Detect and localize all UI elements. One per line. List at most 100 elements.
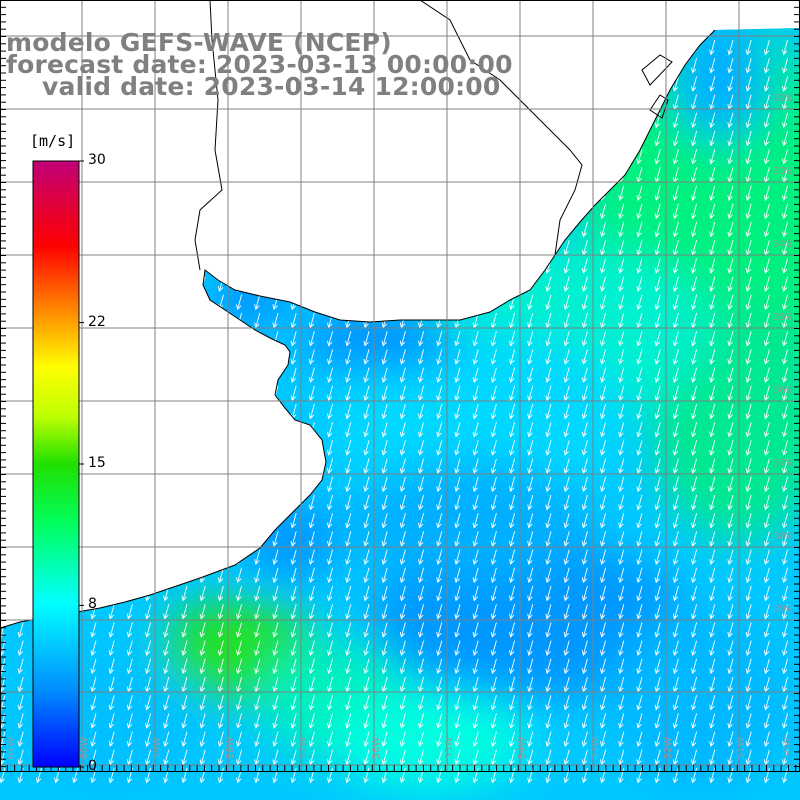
wind-arrow — [527, 76, 534, 92]
wind-arrow — [181, 676, 188, 693]
wind-arrow — [509, 658, 516, 675]
wind-arrow — [327, 676, 334, 693]
wind-arrow — [763, 695, 770, 711]
wind-arrow — [199, 367, 206, 383]
wind-arrow — [363, 695, 370, 711]
wind-arrow — [782, 367, 789, 383]
wind-arrow — [236, 531, 243, 547]
wind-arrow — [17, 385, 24, 402]
wind-arrow — [399, 385, 406, 402]
wind-arrow — [563, 513, 570, 529]
wind-arrow — [691, 549, 698, 565]
wind-arrow — [654, 385, 661, 402]
wind-arrow — [254, 149, 261, 165]
wind-arrow — [600, 312, 607, 329]
wind-arrow — [90, 440, 97, 456]
wind-arrow — [527, 149, 534, 165]
wind-arrow — [454, 149, 461, 165]
wind-arrow — [345, 494, 352, 511]
wind-arrow — [509, 767, 516, 784]
wind-arrow — [108, 731, 115, 747]
wind-arrow — [636, 185, 643, 201]
wind-arrow — [782, 349, 789, 365]
wind-arrow — [782, 549, 789, 565]
wind-arrow — [727, 403, 734, 420]
wind-arrow — [709, 567, 716, 584]
wind-arrow — [654, 476, 661, 493]
wind-arrow — [90, 276, 97, 292]
wind-arrow — [217, 221, 224, 238]
wind-arrow — [691, 221, 698, 238]
wind-arrow — [581, 130, 588, 147]
wind-arrow — [418, 221, 425, 238]
wind-arrow — [709, 713, 716, 729]
wind-arrow — [254, 476, 261, 493]
wind-arrow — [581, 585, 588, 602]
wind-arrow — [672, 130, 679, 147]
wind-arrow — [181, 731, 188, 747]
wind-arrow — [272, 221, 279, 238]
model-title: modelo GEFS-WAVE (NCEP) — [6, 28, 392, 57]
wind-arrow — [236, 112, 243, 129]
wind-arrow — [472, 185, 479, 201]
wind-arrow — [490, 258, 497, 274]
wind-arrow — [745, 531, 752, 547]
wind-arrow — [145, 531, 152, 547]
wind-arrow — [618, 276, 625, 292]
wind-arrow — [90, 167, 97, 183]
wind-arrow — [126, 494, 133, 511]
wind-arrow — [709, 39, 716, 56]
wind-arrow — [236, 676, 243, 693]
wind-arrow — [363, 112, 370, 129]
wind-arrow — [418, 749, 425, 766]
wind-arrow — [454, 240, 461, 256]
wind-arrow — [581, 640, 588, 656]
wind-arrow — [181, 112, 188, 129]
wind-arrow — [563, 76, 570, 92]
wind-arrow — [745, 604, 752, 620]
wind-arrow — [126, 458, 133, 474]
wind-arrow — [399, 458, 406, 474]
wind-arrow — [163, 349, 170, 365]
wind-arrow — [691, 531, 698, 547]
wind-arrow — [490, 367, 497, 383]
wind-arrow — [236, 604, 243, 620]
wind-arrow — [600, 39, 607, 56]
wind-arrow — [163, 476, 170, 493]
wind-arrow — [327, 276, 334, 292]
wind-arrow — [345, 567, 352, 584]
wind-arrow — [509, 585, 516, 602]
wind-arrow — [709, 185, 716, 201]
wind-arrow — [126, 294, 133, 311]
wind-arrow — [581, 695, 588, 711]
wind-arrow — [126, 585, 133, 602]
wind-arrow — [418, 349, 425, 365]
wind-arrow — [782, 76, 789, 92]
wind-arrow — [308, 676, 315, 693]
wind-arrow — [600, 403, 607, 420]
wind-arrow — [436, 731, 443, 747]
wind-arrow — [236, 513, 243, 529]
wind-arrow — [490, 458, 497, 474]
wind-arrow — [254, 658, 261, 675]
wind-arrow — [381, 422, 388, 438]
wind-arrow — [181, 258, 188, 274]
wind-arrow — [199, 403, 206, 420]
wind-arrow — [199, 513, 206, 529]
wind-arrow — [17, 458, 24, 474]
wind-arrow — [363, 531, 370, 547]
wind-arrow — [418, 622, 425, 638]
wind-arrow — [17, 221, 24, 238]
wind-arrow — [363, 221, 370, 238]
wind-arrow — [290, 221, 297, 238]
wind-arrow — [399, 422, 406, 438]
wind-arrow — [527, 695, 534, 711]
wind-arrow — [563, 403, 570, 420]
wind-arrow — [763, 203, 770, 220]
wind-arrow — [381, 185, 388, 201]
wind-arrow — [345, 258, 352, 274]
wind-arrow — [181, 349, 188, 365]
wind-arrow — [509, 476, 516, 493]
wind-arrow — [745, 440, 752, 456]
wind-arrow — [436, 130, 443, 147]
